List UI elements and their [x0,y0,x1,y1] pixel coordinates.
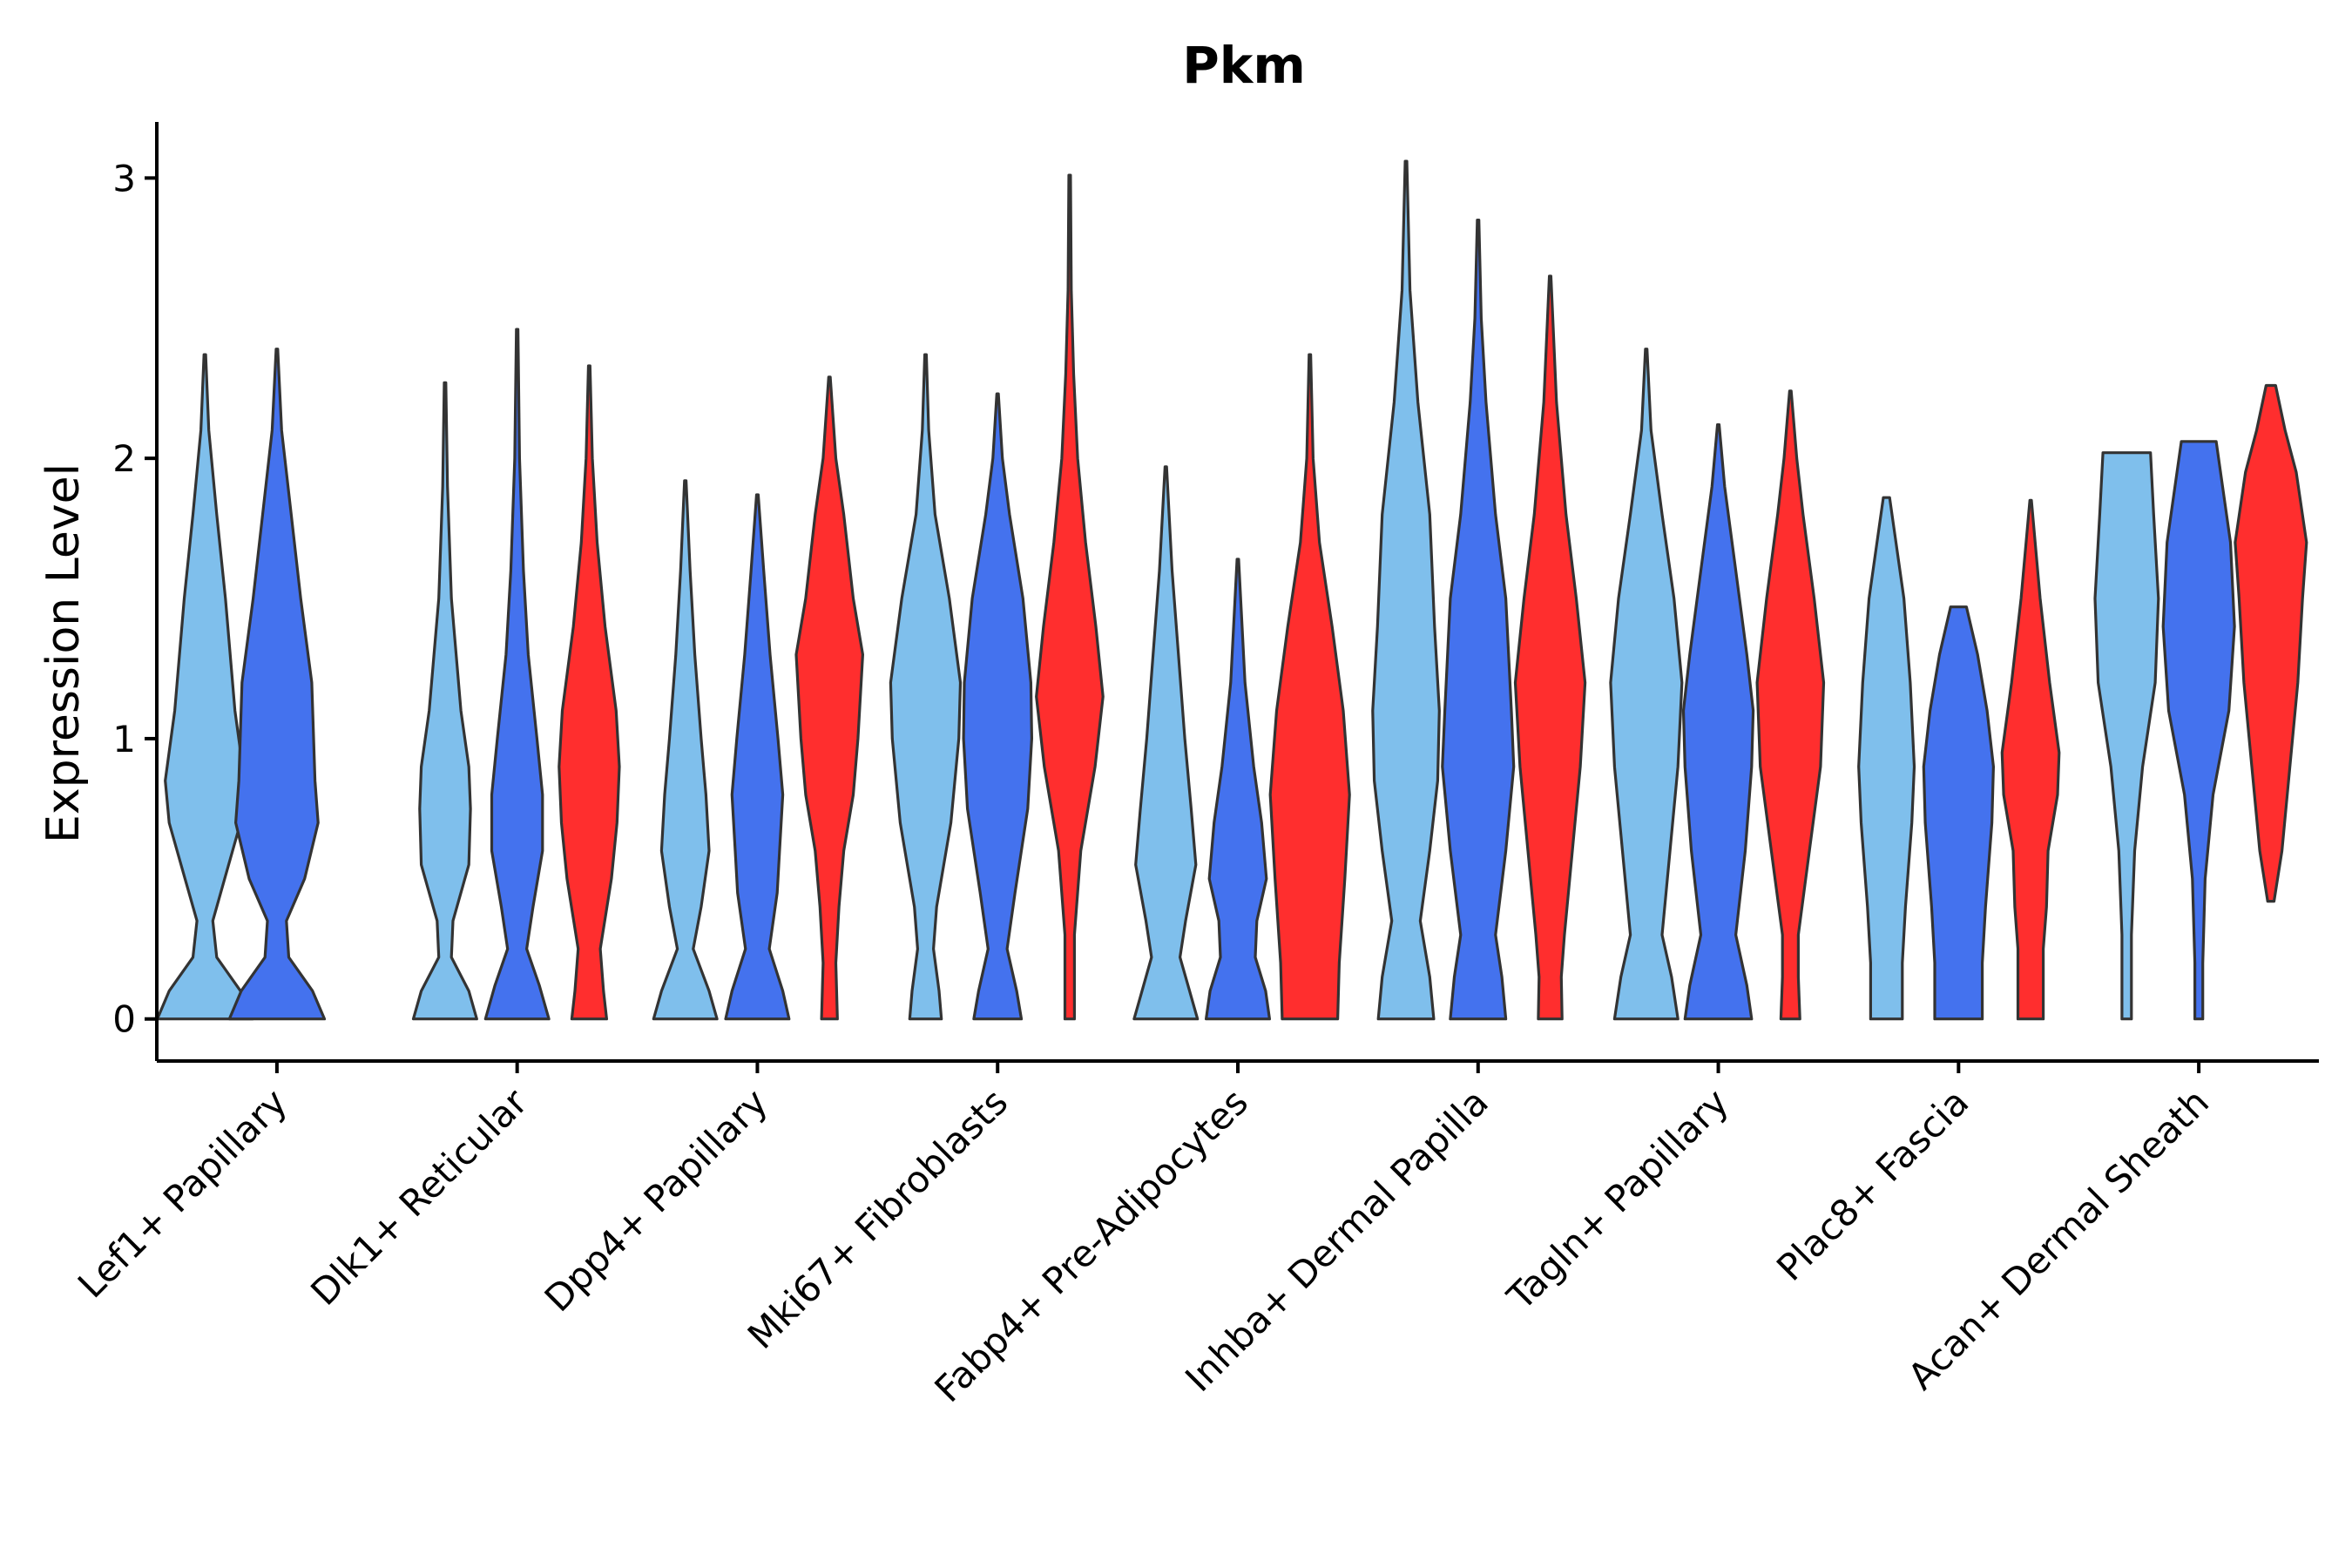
violin-3-group-2 [724,493,791,1021]
violins-layer [156,159,2308,1021]
violin-5-group-1 [1132,465,1200,1021]
violin-6-group-2 [1441,219,1516,1021]
x-tick-label-4: Mki67+ Fibroblasts [740,1080,1016,1356]
x-tick-label-8: Plac8+ Fascia [1768,1080,1977,1288]
violin-5-group-2 [1205,558,1271,1021]
violin-1-group-2 [227,348,327,1021]
violin-8-group-1 [1857,496,1916,1021]
x-tick-label-3: Dpp4+ Papillary [537,1080,776,1320]
y-tick-label-2: 2 [112,437,136,480]
violin-6-group-3 [1513,274,1587,1021]
x-tick-label-1: Lef1+ Papillary [70,1080,295,1306]
x-tick-label-7: Tagln+ Papillary [1498,1080,1736,1318]
y-tick-label-3: 3 [112,157,136,199]
violin-7-group-3 [1755,389,1826,1021]
violin-4-group-2 [962,392,1033,1021]
violin-8-group-2 [1922,605,1995,1021]
violin-8-group-3 [2000,498,2061,1021]
violin-7-group-1 [1609,348,1684,1021]
x-tick-label-2: Dlk1+ Reticular [302,1080,536,1314]
violin-7-group-2 [1681,422,1755,1021]
violin-4-group-1 [889,353,963,1021]
violin-1-group-1 [156,353,254,1021]
violin-2-group-3 [558,364,621,1021]
violin-2-group-1 [411,381,478,1021]
violin-9-group-3 [2234,383,2308,903]
y-axis-label: Expression Level [37,463,90,843]
violin-4-group-3 [1035,173,1105,1021]
violin-5-group-3 [1268,353,1351,1021]
violin-9-group-2 [2161,440,2236,1021]
y-tick-label-1: 1 [112,718,136,760]
violin-2-group-2 [483,328,551,1021]
y-tick-label-0: 0 [112,998,136,1041]
violin-6-group-1 [1371,159,1441,1021]
violin-3-group-1 [652,479,719,1021]
violin-3-group-3 [794,375,864,1021]
violin-9-group-1 [2093,451,2160,1021]
chart-title: Pkm [1182,36,1306,95]
